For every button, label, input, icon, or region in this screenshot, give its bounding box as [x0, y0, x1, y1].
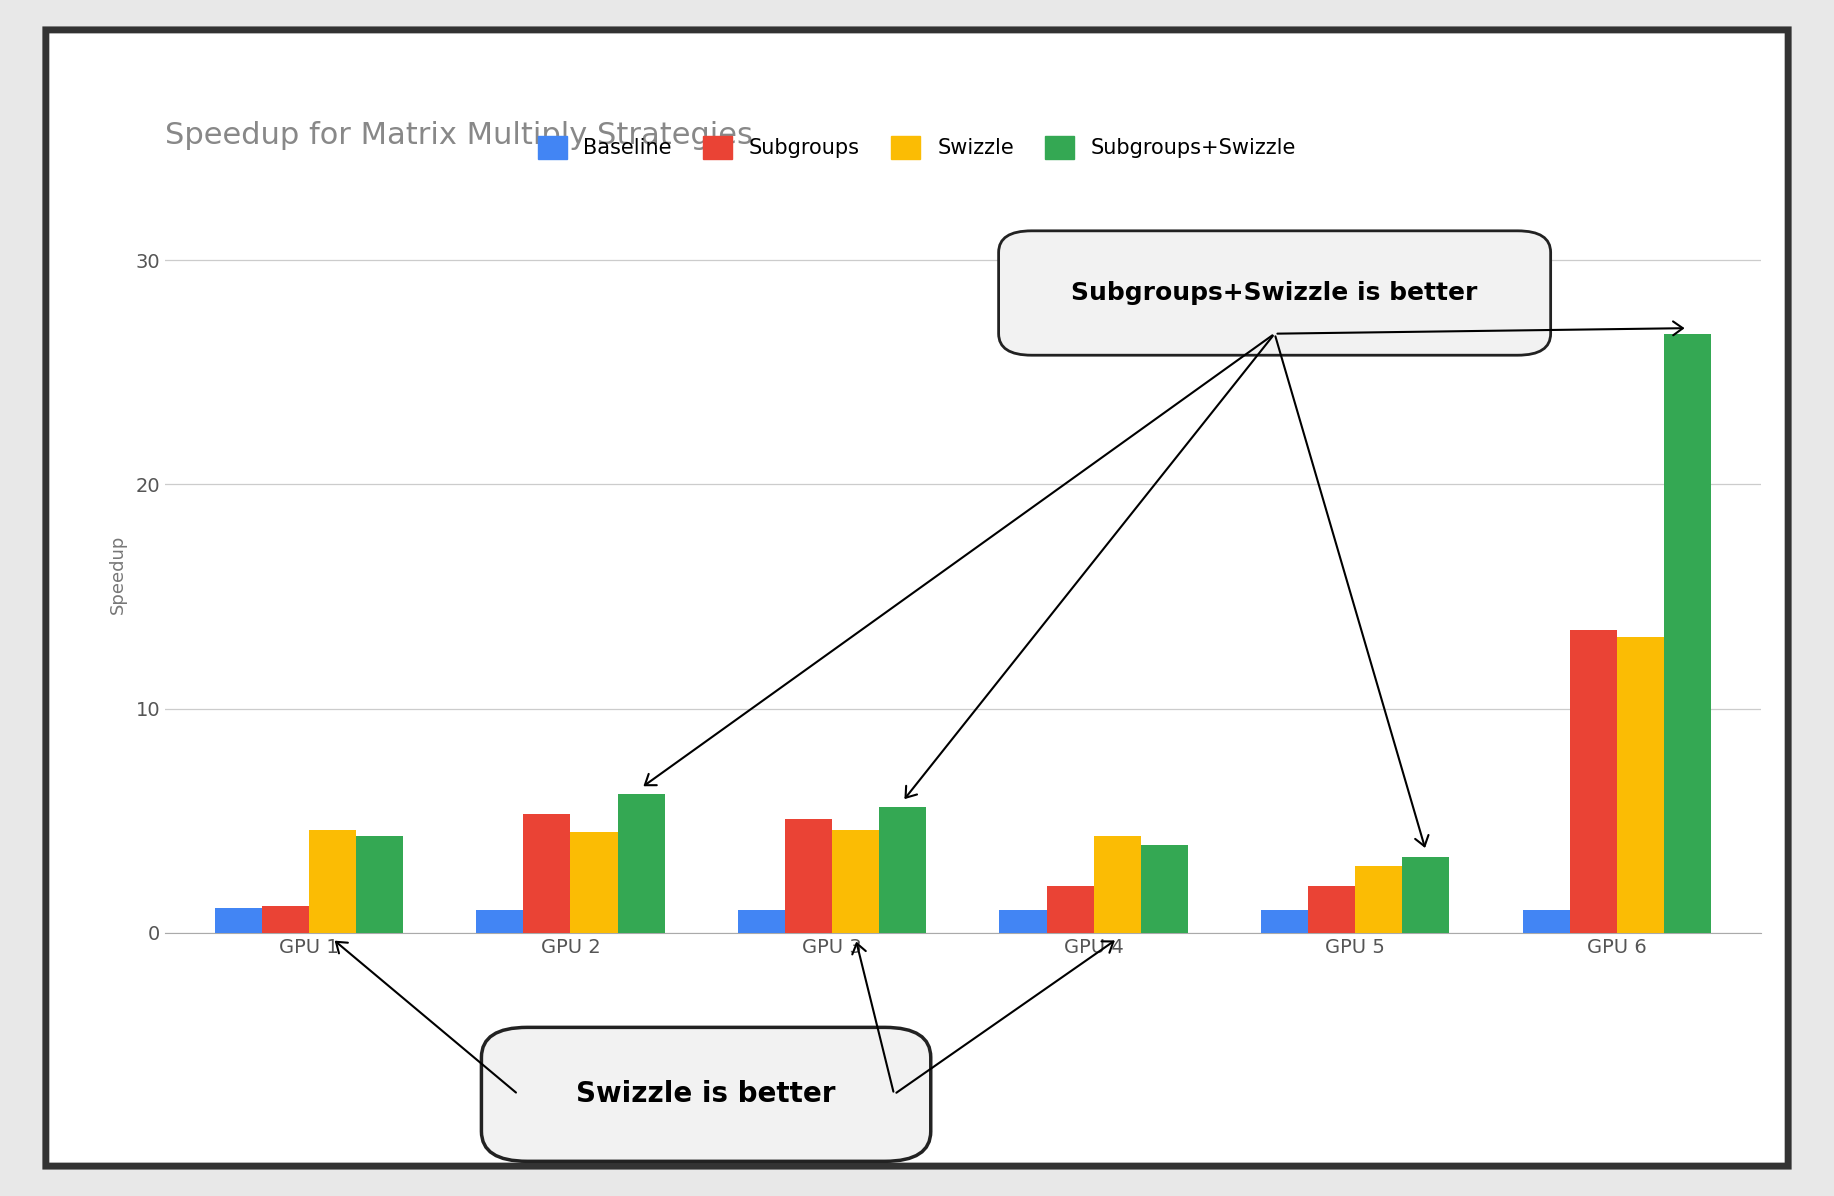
Bar: [356, 836, 403, 933]
Bar: [618, 794, 664, 933]
Bar: [1047, 886, 1093, 933]
Text: Speedup for Matrix Multiply Strategies: Speedup for Matrix Multiply Strategies: [165, 121, 754, 150]
Bar: [1262, 910, 1308, 933]
Bar: [262, 907, 308, 933]
Bar: [833, 830, 878, 933]
Bar: [1522, 910, 1570, 933]
Bar: [1093, 836, 1141, 933]
Bar: [1570, 630, 1618, 933]
Legend: Baseline, Subgroups, Swizzle, Subgroups+Swizzle: Baseline, Subgroups, Swizzle, Subgroups+…: [537, 136, 1297, 159]
Bar: [477, 910, 523, 933]
Bar: [1308, 886, 1355, 933]
Bar: [215, 908, 262, 933]
Bar: [523, 814, 570, 933]
Text: Swizzle is better: Swizzle is better: [576, 1080, 836, 1109]
Text: Subgroups+Swizzle is better: Subgroups+Swizzle is better: [1071, 281, 1478, 305]
Bar: [785, 818, 833, 933]
Bar: [570, 832, 618, 933]
Bar: [308, 830, 356, 933]
Bar: [1403, 856, 1449, 933]
Bar: [878, 807, 926, 933]
Bar: [1000, 910, 1047, 933]
Bar: [1663, 334, 1711, 933]
Y-axis label: Speedup: Speedup: [110, 535, 127, 614]
Bar: [737, 910, 785, 933]
Bar: [1618, 637, 1663, 933]
Bar: [1141, 846, 1188, 933]
Bar: [1355, 866, 1403, 933]
